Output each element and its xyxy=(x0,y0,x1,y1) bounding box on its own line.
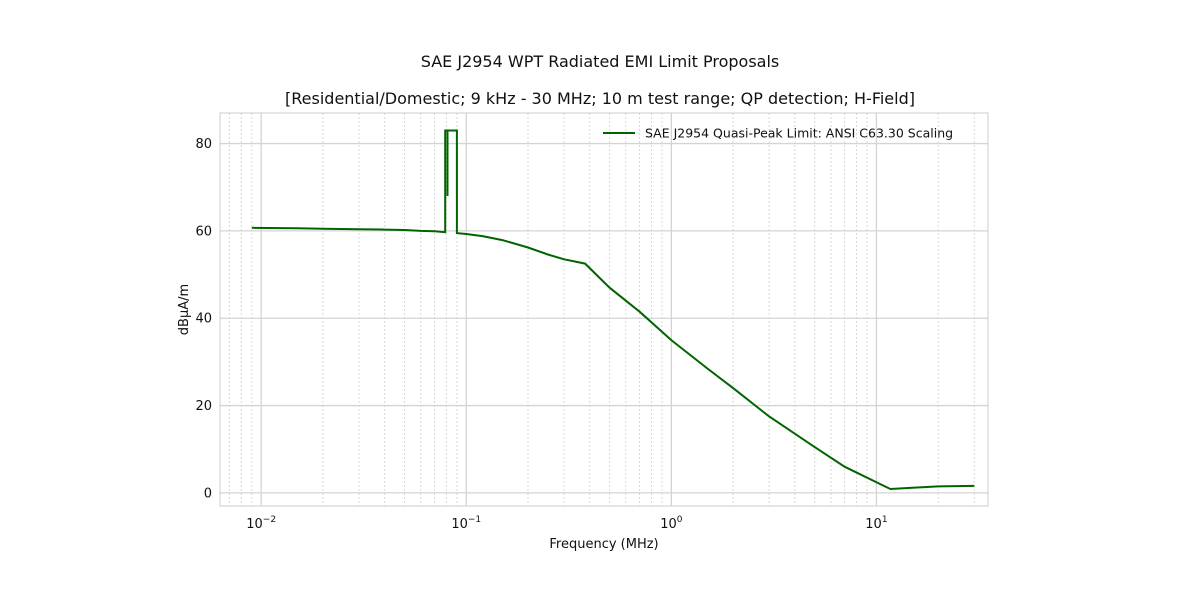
y-tick-label: 80 xyxy=(195,137,212,152)
y-tick-label: 40 xyxy=(195,312,212,327)
series-line xyxy=(251,129,975,491)
grid xyxy=(220,113,988,506)
x-tick-label: 100 xyxy=(660,515,683,532)
x-ticks: 10−2 10−1 100 101 xyxy=(246,515,887,532)
y-tick-label: 60 xyxy=(195,224,212,239)
chart-title: SAE J2954 WPT Radiated EMI Limit Proposa… xyxy=(420,52,780,71)
plot-frame xyxy=(219,112,989,507)
x-axis-label: Frequency (MHz) xyxy=(549,537,658,552)
y-tick-label: 20 xyxy=(195,399,212,414)
y-ticks: 0 20 40 60 80 xyxy=(195,137,212,501)
x-tick-label: 101 xyxy=(865,515,887,532)
y-tick-label: 0 xyxy=(204,486,212,501)
legend: SAE J2954 Quasi-Peak Limit: ANSI C63.30 … xyxy=(603,126,953,141)
y-axis-label: dBμA/m xyxy=(177,284,192,335)
chart-subtitle: [Residential/Domestic; 9 kHz - 30 MHz; 1… xyxy=(285,89,915,108)
x-tick-label: 10−2 xyxy=(246,515,276,532)
series-group xyxy=(251,129,975,491)
x-tick-label: 10−1 xyxy=(451,515,481,532)
legend-label: SAE J2954 Quasi-Peak Limit: ANSI C63.30 … xyxy=(645,126,953,141)
